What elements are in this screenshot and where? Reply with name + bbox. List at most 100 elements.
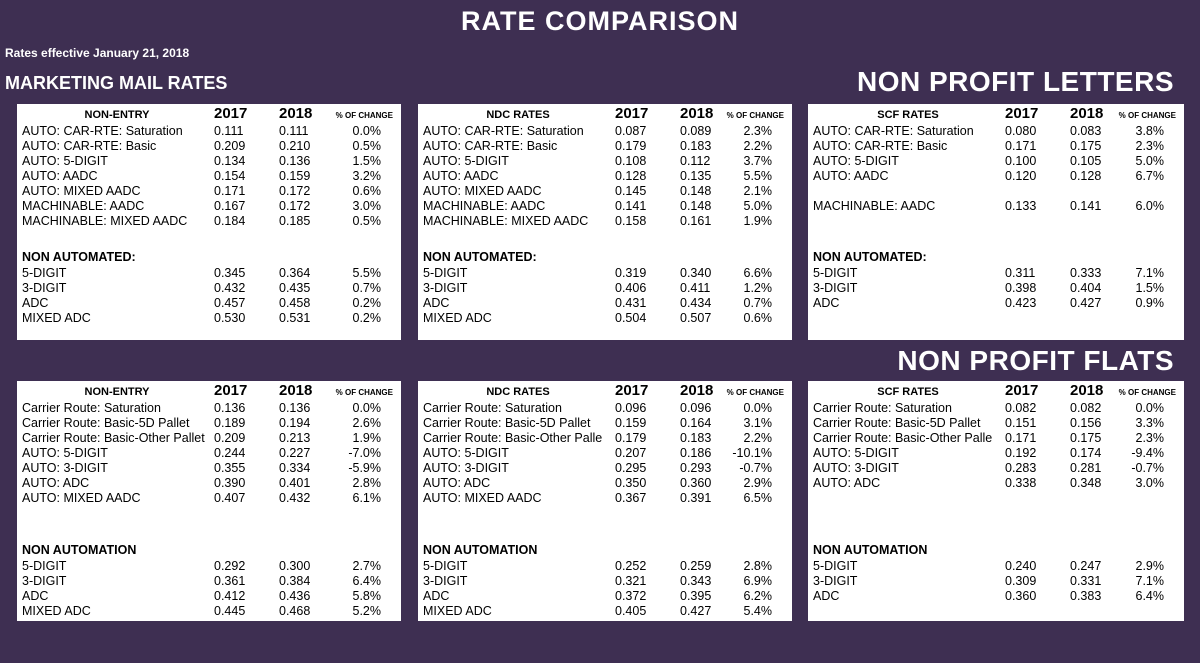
table-row: AUTO: MIXED AADC 0.407 0.432 6.1% — [17, 491, 401, 506]
row-label: 3-DIGIT — [22, 574, 67, 588]
value-2018: 0.128 — [1070, 169, 1102, 183]
value-2017: 0.128 — [615, 169, 647, 183]
value-change: 2.3% — [1135, 139, 1165, 153]
row-label: 3-DIGIT — [423, 281, 468, 295]
value-change: 2.9% — [1135, 559, 1165, 573]
value-2017: 0.179 — [615, 431, 647, 445]
page-title: RATE COMPARISON — [461, 6, 739, 36]
table-row: 3-DIGIT 0.406 0.411 1.2% — [418, 281, 792, 296]
value-change: 0.7% — [743, 296, 773, 310]
column-2017: 2017 — [1005, 105, 1039, 122]
value-2017: 0.145 — [615, 184, 647, 198]
value-2018: 0.293 — [680, 461, 712, 475]
value-2018: 0.395 — [680, 589, 712, 603]
value-change: 0.2% — [352, 311, 382, 325]
value-2017: 0.158 — [615, 214, 647, 228]
value-change: 3.0% — [1135, 476, 1165, 490]
row-label: 3-DIGIT — [423, 574, 468, 588]
table-row: MIXED ADC 0.530 0.531 0.2% — [17, 311, 401, 326]
effective-date: Rates effective January 21, 2018 — [5, 46, 190, 60]
value-2017: 0.120 — [1005, 169, 1037, 183]
table-header-label: NDC RATES — [486, 386, 550, 398]
value-change: 5.4% — [743, 604, 773, 618]
row-label: AUTO: 3-DIGIT — [423, 461, 509, 475]
table-row: AUTO: AADC 0.120 0.128 6.7% — [808, 169, 1184, 184]
value-change: 6.5% — [743, 491, 773, 505]
table-row: AUTO: MIXED AADC 0.145 0.148 2.1% — [418, 184, 792, 199]
value-change: 2.3% — [1135, 431, 1165, 445]
value-change: 0.6% — [743, 311, 773, 325]
value-2018: 0.281 — [1070, 461, 1102, 475]
value-2017: 0.355 — [214, 461, 246, 475]
row-label: AUTO: 5-DIGIT — [423, 154, 509, 168]
value-change: 0.0% — [1135, 401, 1165, 415]
row-label: Carrier Route: Basic-Other Pallet — [22, 431, 205, 445]
value-2018: 0.331 — [1070, 574, 1102, 588]
value-2017: 0.319 — [615, 266, 647, 280]
value-2018: 0.175 — [1070, 431, 1102, 445]
value-2017: 0.100 — [1005, 154, 1037, 168]
value-change: 1.9% — [743, 214, 773, 228]
rate-table-panel: NON-ENTRY 2017 2018 % OF CHANGE AUTO: CAR-RT… — [17, 104, 401, 340]
value-2017: 0.309 — [1005, 574, 1037, 588]
value-2018: 0.089 — [680, 124, 712, 138]
table-row: AUTO: CAR-RTE: Basic 0.179 0.183 2.2% — [418, 139, 792, 154]
table-row: MACHINABLE: AADC 0.141 0.148 5.0% — [418, 199, 792, 214]
value-2018: 0.164 — [680, 416, 712, 430]
value-2018: 0.172 — [279, 199, 311, 213]
subsection-label: NON AUTOMATED: — [22, 250, 136, 264]
table-row: MIXED ADC 0.445 0.468 5.2% — [17, 604, 401, 619]
column-2018: 2018 — [279, 105, 313, 122]
value-change: 2.7% — [352, 559, 382, 573]
value-change: 5.5% — [743, 169, 773, 183]
row-label: MIXED ADC — [22, 604, 91, 618]
table-row: 5-DIGIT 0.311 0.333 7.1% — [808, 266, 1184, 281]
table-row: ADC 0.423 0.427 0.9% — [808, 296, 1184, 311]
column-2018: 2018 — [680, 382, 714, 399]
value-2018: 0.174 — [1070, 446, 1102, 460]
value-change: 3.8% — [1135, 124, 1165, 138]
row-label: 5-DIGIT — [423, 266, 468, 280]
table-row: MACHINABLE: AADC 0.133 0.141 6.0% — [808, 199, 1184, 214]
value-2018: 0.185 — [279, 214, 311, 228]
value-2017: 0.530 — [214, 311, 246, 325]
column-2017: 2017 — [615, 105, 649, 122]
value-change: -7.0% — [348, 446, 381, 460]
table-row — [808, 491, 1184, 506]
value-2018: 0.183 — [680, 139, 712, 153]
row-label: AUTO: CAR-RTE: Basic — [423, 139, 558, 153]
value-change: 0.0% — [352, 124, 382, 138]
value-change: 3.2% — [352, 169, 382, 183]
column-change: % OF CHANGE — [726, 388, 784, 397]
subsection-header: NON AUTOMATED: — [418, 250, 792, 265]
value-2017: 0.167 — [214, 199, 246, 213]
value-2018: 0.148 — [680, 199, 712, 213]
value-change: -0.7% — [739, 461, 772, 475]
value-2018: 0.183 — [680, 431, 712, 445]
value-2017: 0.209 — [214, 139, 246, 153]
value-2017: 0.406 — [615, 281, 647, 295]
value-change: 5.0% — [743, 199, 773, 213]
value-2018: 0.186 — [680, 446, 712, 460]
value-change: 6.2% — [743, 589, 773, 603]
value-change: 2.2% — [743, 139, 773, 153]
value-change: 6.7% — [1135, 169, 1165, 183]
table-row: AUTO: 3-DIGIT 0.355 0.334 -5.9% — [17, 461, 401, 476]
subsection-label: NON AUTOMATED: — [813, 250, 927, 264]
value-2017: 0.189 — [214, 416, 246, 430]
table-row: 5-DIGIT 0.345 0.364 5.5% — [17, 266, 401, 281]
value-2017: 0.133 — [1005, 199, 1037, 213]
value-change: 0.6% — [352, 184, 382, 198]
table-row: AUTO: AADC 0.154 0.159 3.2% — [17, 169, 401, 184]
value-change: 6.1% — [352, 491, 382, 505]
value-2017: 0.082 — [1005, 401, 1037, 415]
table-row: AUTO: 5-DIGIT 0.134 0.136 1.5% — [17, 154, 401, 169]
value-2017: 0.154 — [214, 169, 246, 183]
table-row: MIXED ADC 0.504 0.507 0.6% — [418, 311, 792, 326]
column-2017: 2017 — [214, 105, 248, 122]
value-2018: 0.401 — [279, 476, 311, 490]
value-2018: 0.247 — [1070, 559, 1102, 573]
value-2018: 0.348 — [1070, 476, 1102, 490]
value-2018: 0.210 — [279, 139, 311, 153]
value-2018: 0.404 — [1070, 281, 1102, 295]
